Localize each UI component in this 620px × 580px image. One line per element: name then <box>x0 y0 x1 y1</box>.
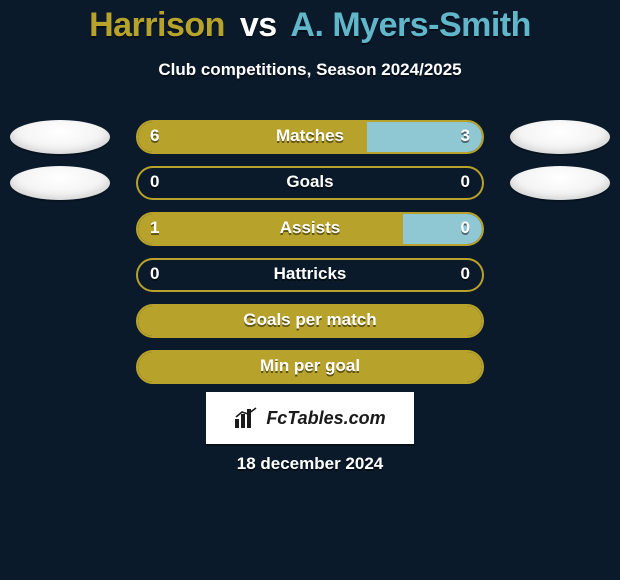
stat-row: Min per goal <box>0 350 620 384</box>
stat-row: Goals00 <box>0 166 620 200</box>
fctables-logo: FcTables.com <box>206 392 414 444</box>
stat-row: Hattricks00 <box>0 258 620 292</box>
stat-bar-track <box>136 166 484 200</box>
subtitle: Club competitions, Season 2024/2025 <box>0 60 620 80</box>
stat-bar-left <box>138 306 482 336</box>
stat-row: Assists10 <box>0 212 620 246</box>
player1-photo-placeholder <box>10 166 110 200</box>
date: 18 december 2024 <box>0 454 620 474</box>
stats-chart: Matches63 Goals00 Assists10 Hattricks00 Goal… <box>0 120 620 396</box>
player2-photo-placeholder <box>510 166 610 200</box>
stat-row: Matches63 <box>0 120 620 154</box>
vs-text: vs <box>240 6 277 44</box>
stat-bar-track <box>136 212 484 246</box>
player2-name: A. Myers-Smith <box>290 6 531 44</box>
stat-bar-left <box>138 214 403 244</box>
stat-bar-right <box>403 214 482 244</box>
stat-bar-track <box>136 258 484 292</box>
page-title: Harrison vs A. Myers-Smith <box>0 6 620 45</box>
stat-row: Goals per match <box>0 304 620 338</box>
player2-photo-placeholder <box>510 120 610 154</box>
logo-text: FcTables.com <box>266 408 385 429</box>
player1-name: Harrison <box>89 6 225 44</box>
player1-photo-placeholder <box>10 120 110 154</box>
stat-bar-track <box>136 350 484 384</box>
stat-bar-left <box>138 352 482 382</box>
bars-icon <box>234 407 260 429</box>
stat-bar-track <box>136 304 484 338</box>
stat-bar-right <box>367 122 482 152</box>
comparison-infographic: Harrison vs A. Myers-Smith Club competit… <box>0 0 620 580</box>
stat-bar-track <box>136 120 484 154</box>
stat-bar-left <box>138 122 367 152</box>
